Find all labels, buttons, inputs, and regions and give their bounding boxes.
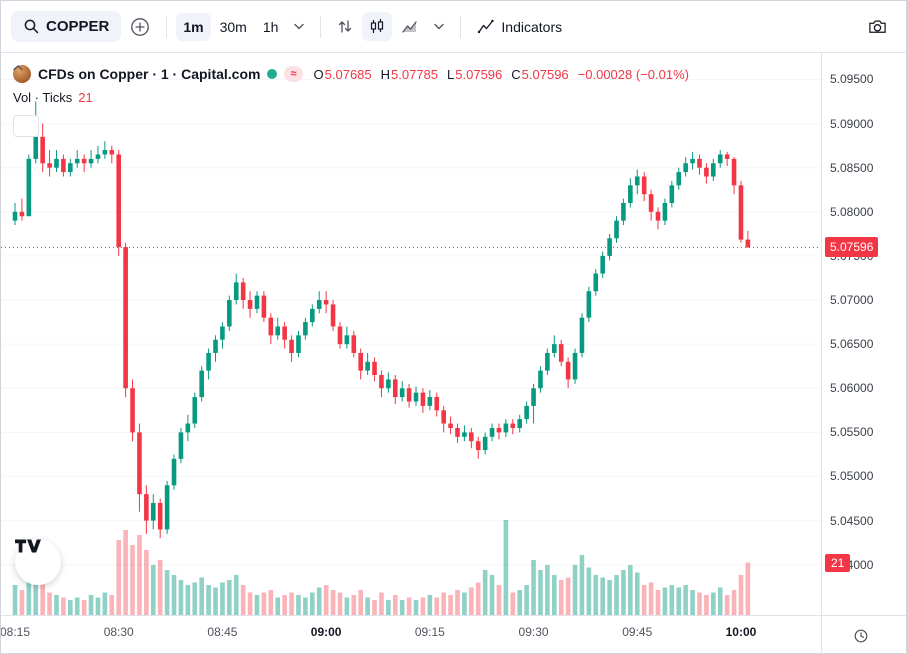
time-tick-label: 10:00 [725, 625, 757, 639]
last-price-tag: 5.07596 [825, 237, 879, 258]
close-value: 5.07596 [521, 66, 569, 82]
indicators-button[interactable]: Indicators [470, 13, 569, 41]
toolbar-divider [460, 15, 462, 38]
high-label: H [380, 66, 391, 82]
volume-axis-tag: 21 [825, 553, 851, 572]
price-scale-axis[interactable]: 5.095005.090005.085005.080005.075005.070… [821, 53, 906, 615]
toolbar-divider [166, 15, 168, 38]
market-status-dot-icon[interactable] [267, 69, 278, 79]
ohlc-values: O 5.07685 H 5.07785 L 5.07596 C 5.07596 −0.0… [314, 67, 689, 82]
interval-label: 1h [262, 18, 279, 35]
price-tick-label: 5.04500 [830, 513, 874, 528]
interval-label: 30m [219, 18, 247, 35]
clock-icon [853, 628, 869, 644]
price-tick-label: 5.09500 [830, 72, 874, 87]
time-tick-label: 09:30 [518, 625, 549, 639]
price-tick-label: 5.06000 [830, 381, 874, 396]
area-style-button[interactable] [394, 13, 425, 41]
instrument-title[interactable]: CFDs on Copper · 1 · Capital.com [38, 66, 261, 82]
snapshot-camera-button[interactable] [862, 12, 896, 42]
time-tick-label: 09:15 [414, 625, 445, 639]
session-clock-button[interactable] [850, 625, 872, 647]
volume-legend-row: Vol · Ticks 21 [13, 90, 689, 105]
time-tick-label: 09:45 [622, 625, 653, 639]
low-label: L [447, 66, 455, 82]
time-tick-label: 08:30 [103, 625, 134, 639]
style-menu-button[interactable] [427, 17, 451, 36]
low-value: 5.07596 [455, 66, 503, 82]
top-toolbar: COPPER 1m 30m 1h [1, 1, 906, 53]
axis-corner [821, 615, 906, 653]
price-tick-label: 5.08000 [830, 204, 874, 219]
volume-value: 21 [78, 90, 93, 105]
interval-menu-button[interactable] [287, 17, 311, 36]
plus-circle-icon [130, 17, 150, 37]
chart-canvas[interactable]: CFDs on Copper · 1 · Capital.com ≈ O 5.07… [1, 53, 821, 615]
candlestick-plot[interactable] [1, 53, 821, 615]
instrument-logo [13, 65, 31, 83]
change-value: −0.00028 (−0.01%) [577, 66, 689, 82]
close-label: C [511, 66, 521, 82]
chart-legend: CFDs on Copper · 1 · Capital.com ≈ O 5.07… [13, 65, 689, 137]
chevron-down-icon [434, 23, 445, 30]
compare-add-button[interactable] [123, 11, 157, 43]
interval-button-1m[interactable]: 1m [176, 12, 211, 41]
interval-button-30m[interactable]: 30m [213, 13, 254, 41]
chevron-down-icon [294, 23, 305, 30]
volume-label: Vol · Ticks [13, 90, 73, 105]
candlestick-chart-icon [369, 18, 385, 35]
chart-main-area: CFDs on Copper · 1 · Capital.com ≈ O 5.07… [0, 53, 906, 653]
indicators-label: Indicators [501, 18, 563, 35]
price-tick-label: 5.06500 [830, 337, 874, 352]
price-tick-label: 5.05500 [830, 425, 874, 440]
time-tick-label: 08:45 [207, 625, 238, 639]
price-tick-label: 5.09000 [830, 116, 874, 131]
bars-style-button[interactable] [330, 12, 360, 41]
camera-icon [869, 18, 889, 36]
search-icon [23, 18, 40, 35]
arrows-up-down-icon [337, 18, 353, 35]
legend-main-row: CFDs on Copper · 1 · Capital.com ≈ O 5.07… [13, 65, 689, 83]
price-tick-label: 5.05000 [830, 469, 874, 484]
time-scale-axis[interactable]: 08:15 08:30 08:45 09:00 09:15 09:30 09:45 10:00 [0, 615, 821, 653]
legend-collapse-button[interactable] [13, 65, 39, 137]
delayed-data-badge[interactable]: ≈ [284, 66, 303, 82]
interval-label: 1m [183, 18, 204, 35]
interval-button-1h[interactable]: 1h [256, 13, 286, 41]
tradingview-logo[interactable] [15, 539, 61, 585]
toolbar-divider [320, 15, 322, 38]
high-value: 5.07785 [391, 66, 439, 82]
symbol-label: COPPER [46, 18, 110, 35]
area-chart-icon [401, 19, 418, 35]
time-tick-label: 08:15 [0, 625, 31, 639]
open-value: 5.07685 [324, 66, 372, 82]
price-tick-label: 5.08500 [830, 160, 874, 175]
indicators-icon [477, 19, 495, 35]
price-tick-label: 5.07000 [830, 293, 874, 308]
time-tick-label: 09:00 [310, 625, 342, 639]
symbol-search-button[interactable]: COPPER [11, 11, 122, 42]
open-label: O [313, 66, 324, 82]
candles-style-button[interactable] [362, 12, 393, 41]
